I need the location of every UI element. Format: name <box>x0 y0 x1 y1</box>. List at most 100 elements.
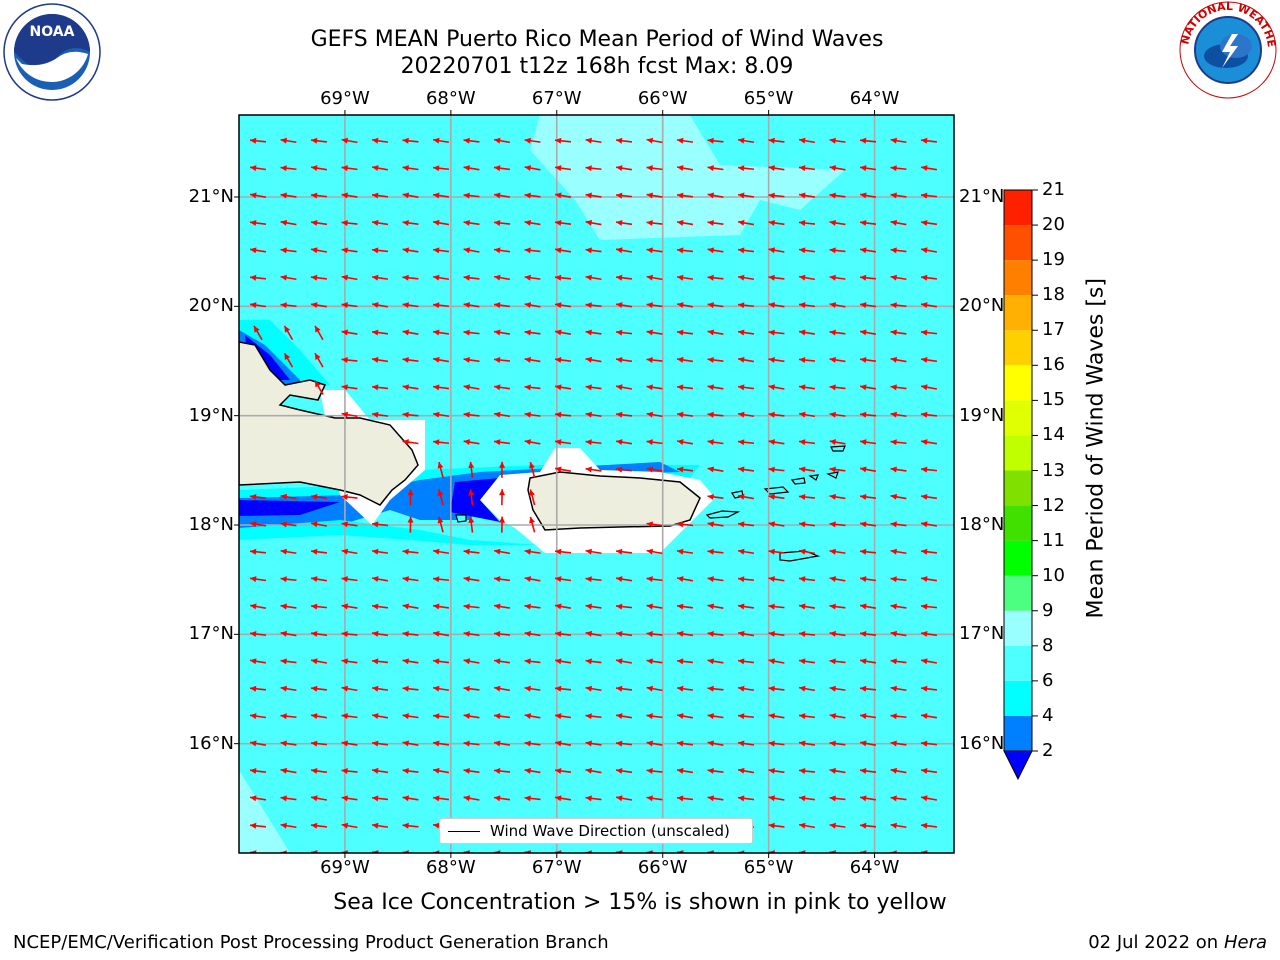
coastal-zone-7 <box>239 520 540 545</box>
wind-wave-arrow <box>524 658 541 665</box>
wind-wave-arrow <box>524 192 541 199</box>
wind-wave-arrow <box>707 493 724 500</box>
wind-wave-arrow <box>737 521 755 528</box>
wind-wave-arrow <box>402 767 419 774</box>
wind-wave-arrow <box>646 713 663 720</box>
wind-wave-arrow <box>920 685 938 692</box>
wind-wave-arrow <box>646 658 663 665</box>
wind-wave-arrow <box>859 192 877 199</box>
wind-wave-arrow <box>646 274 663 281</box>
wind-wave-arrow <box>829 219 846 226</box>
wind-wave-arrow <box>493 411 511 418</box>
wind-wave-arrow <box>524 356 541 363</box>
wind-wave-arrow <box>310 658 328 665</box>
wind-wave-arrow <box>829 466 846 473</box>
wind-wave-arrow <box>676 767 694 774</box>
wind-wave-arrow <box>554 685 572 692</box>
lon-tick-top: 69°W <box>320 88 370 109</box>
wind-wave-arrow <box>585 137 602 144</box>
wind-wave-arrow <box>646 576 663 583</box>
colorbar-tick-label: 21 <box>1042 179 1065 200</box>
wind-wave-arrow <box>737 165 755 172</box>
wind-wave-arrow <box>280 137 297 144</box>
wind-wave-arrow <box>341 411 358 418</box>
wind-wave-arrow <box>249 576 267 583</box>
wind-wave-arrow <box>432 548 450 555</box>
wind-wave-arrow <box>371 192 389 199</box>
wind-wave-arrow <box>798 384 816 391</box>
wind-wave-arrow <box>249 685 267 692</box>
wind-wave-arrow <box>920 356 938 363</box>
wind-wave-arrow <box>463 137 480 144</box>
wind-wave-arrow <box>402 192 419 199</box>
wind-wave-arrow <box>920 576 938 583</box>
wind-wave-arrow <box>859 219 877 226</box>
colorbar-tick-label: 20 <box>1042 214 1065 236</box>
wind-wave-arrow <box>371 685 389 692</box>
wind-wave-arrow <box>768 740 785 747</box>
wind-wave-arrow <box>676 247 694 254</box>
wind-wave-arrow <box>920 713 938 720</box>
wind-wave-arrow <box>493 192 511 199</box>
wind-wave-arrow <box>646 795 663 802</box>
land-anegada <box>826 445 846 479</box>
wind-wave-arrow <box>402 685 419 692</box>
wind-wave-arrow <box>310 165 328 172</box>
wind-wave-arrow <box>585 466 602 473</box>
wind-wave-arrow <box>615 439 633 446</box>
caption: Sea Ice Concentration > 15% is shown in … <box>333 890 947 915</box>
wind-wave-arrow <box>676 603 694 610</box>
lon-tick-bottom: 69°W <box>320 857 370 878</box>
wind-wave-arrow <box>432 274 450 281</box>
chart-subtitle: 20220701 t12z 168h fcst Max: 8.09 <box>400 54 794 79</box>
wind-wave-arrow <box>402 329 419 336</box>
wind-wave-arrow <box>463 192 480 199</box>
wind-wave-arrow <box>859 603 877 610</box>
wind-wave-arrow <box>798 220 816 226</box>
wind-wave-arrow <box>615 630 633 637</box>
wind-wave-arrow <box>646 548 663 555</box>
wind-wave-arrow <box>463 630 480 637</box>
wind-wave-arrow <box>249 302 267 309</box>
lon-tick-bottom: 66°W <box>637 857 688 878</box>
wind-wave-arrow <box>463 219 480 226</box>
wind-wave-arrow <box>341 192 358 199</box>
chart-title: GEFS MEAN Puerto Rico Mean Period of Win… <box>310 27 884 52</box>
wind-wave-arrow <box>341 357 358 363</box>
wind-wave-arrow <box>341 137 358 144</box>
wind-wave-arrow <box>493 220 511 226</box>
wind-wave-arrow <box>280 165 297 172</box>
wind-wave-arrow <box>280 795 297 802</box>
wind-wave-arrow <box>615 247 633 254</box>
wind-wave-arrow <box>554 630 572 637</box>
wind-wave-arrow <box>859 767 877 774</box>
wind-wave-arrow <box>829 548 846 555</box>
wind-wave-arrow <box>890 219 907 226</box>
wind-wave-arrow <box>310 740 328 747</box>
wind-wave-arrow <box>524 576 541 583</box>
wind-wave-arrow <box>737 329 755 336</box>
wind-wave-arrow <box>829 274 846 281</box>
wind-wave-arrow <box>707 767 724 774</box>
wind-wave-arrow <box>402 274 419 281</box>
wind-wave-arrow <box>615 576 633 583</box>
lon-tick-bottom: 65°W <box>743 857 794 878</box>
wind-wave-arrow <box>737 137 755 144</box>
map-legend: Wind Wave Direction (unscaled) <box>439 818 753 844</box>
wind-wave-arrow <box>615 658 633 665</box>
wind-wave-arrow <box>859 165 877 172</box>
wind-wave-arrow <box>371 795 389 802</box>
wind-wave-arrow <box>646 247 663 254</box>
wind-wave-arrow <box>310 630 328 637</box>
wind-wave-arrow <box>402 658 419 665</box>
wind-wave-arrow <box>798 548 816 555</box>
wind-wave-arrow <box>493 274 511 281</box>
wind-wave-arrow <box>829 576 846 583</box>
wind-wave-arrow <box>493 576 511 583</box>
wind-wave-arrow <box>615 219 633 226</box>
wind-wave-arrow <box>463 165 480 172</box>
wind-wave-arrow <box>310 493 328 500</box>
lat-tick-right: 20°N <box>959 295 1005 317</box>
wind-wave-arrow <box>920 165 938 172</box>
wind-wave-arrow <box>890 795 907 802</box>
